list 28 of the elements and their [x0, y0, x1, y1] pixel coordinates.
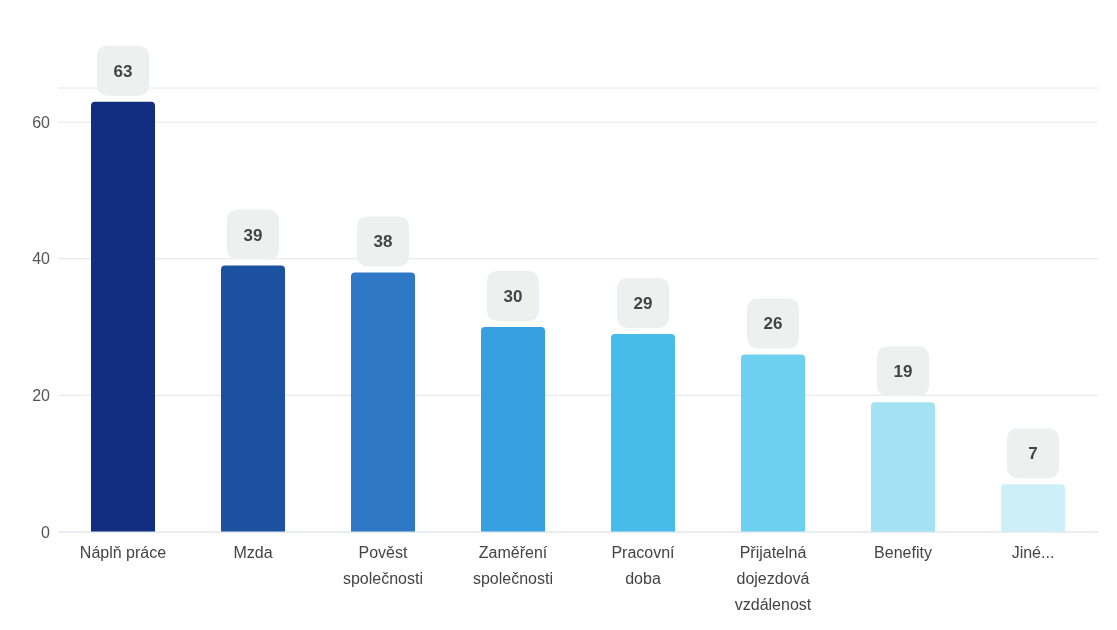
x-tick-label: Mzda — [233, 544, 273, 561]
bar — [91, 101, 155, 532]
data-label: 30 — [503, 287, 523, 307]
y-tick-label: 20 — [32, 387, 51, 405]
data-label: 38 — [373, 232, 393, 252]
data-label: 63 — [113, 61, 133, 81]
data-label: 29 — [633, 293, 653, 313]
x-tick-label: Pověst společnosti — [342, 544, 424, 587]
bar — [481, 327, 545, 532]
y-tick-label: 60 — [32, 113, 51, 131]
bar — [1001, 484, 1065, 532]
data-label: 7 — [1028, 444, 1038, 464]
bar — [221, 265, 285, 532]
data-label: 26 — [763, 314, 783, 334]
bar — [871, 402, 935, 532]
data-label: 39 — [243, 225, 263, 245]
x-tick-label: Přijatelná dojezdová vzdálenost — [734, 544, 812, 613]
y-tick-label: 40 — [32, 250, 51, 268]
x-tick-label: Zaměření společnosti — [472, 544, 554, 587]
x-tick-label: Benefity — [874, 544, 932, 561]
x-tick-label: Pracovní doba — [611, 544, 676, 587]
bar — [351, 272, 415, 532]
x-tick-label: Jiné... — [1011, 544, 1055, 561]
data-label: 19 — [893, 362, 913, 382]
bar — [741, 354, 805, 532]
bar — [611, 333, 675, 532]
x-tick-label: Náplň práce — [79, 544, 167, 561]
y-tick-label: 0 — [41, 523, 51, 541]
